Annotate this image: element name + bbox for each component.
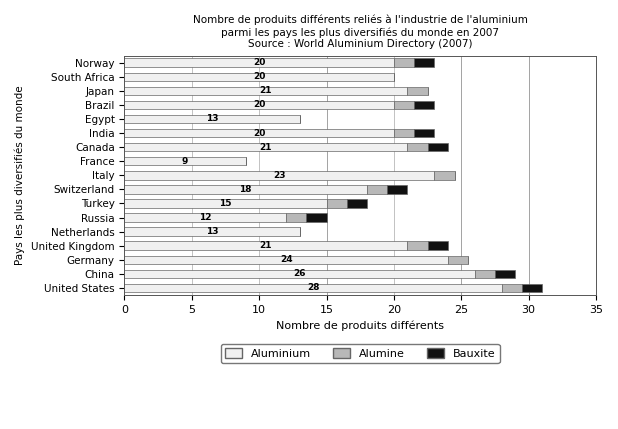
Title: Nombre de produits différents reliés à l'industrie de l'aluminium
parmi les pays: Nombre de produits différents reliés à l… bbox=[193, 15, 528, 49]
Bar bbox=[407, 143, 428, 151]
Text: 21: 21 bbox=[260, 143, 272, 152]
Bar bbox=[124, 87, 407, 95]
Bar bbox=[124, 101, 394, 109]
Text: 13: 13 bbox=[206, 227, 218, 236]
Bar bbox=[394, 101, 414, 109]
Bar bbox=[124, 284, 502, 292]
Bar bbox=[502, 284, 522, 292]
Text: 13: 13 bbox=[206, 115, 218, 124]
Y-axis label: Pays les plus diversifiés du monde: Pays les plus diversifiés du monde bbox=[15, 85, 25, 265]
Bar bbox=[428, 242, 448, 250]
Bar bbox=[124, 199, 326, 208]
Bar bbox=[124, 157, 246, 166]
Bar bbox=[367, 185, 387, 193]
Bar bbox=[124, 115, 300, 123]
Bar bbox=[394, 58, 414, 67]
Bar bbox=[387, 185, 407, 193]
Bar bbox=[124, 143, 407, 151]
Text: 21: 21 bbox=[260, 86, 272, 95]
Text: 20: 20 bbox=[253, 100, 265, 109]
Bar bbox=[307, 213, 326, 222]
Text: 28: 28 bbox=[307, 284, 320, 293]
Bar bbox=[326, 199, 347, 208]
Bar bbox=[286, 213, 307, 222]
Bar bbox=[124, 185, 367, 193]
Bar bbox=[394, 129, 414, 137]
Text: 12: 12 bbox=[199, 213, 211, 222]
Text: 9: 9 bbox=[182, 157, 188, 166]
Text: 23: 23 bbox=[273, 171, 286, 180]
Bar bbox=[522, 284, 542, 292]
Bar bbox=[124, 242, 407, 250]
Bar bbox=[414, 101, 434, 109]
Bar bbox=[434, 171, 454, 180]
Text: 21: 21 bbox=[260, 241, 272, 250]
Bar bbox=[407, 87, 428, 95]
Bar bbox=[414, 58, 434, 67]
Text: 24: 24 bbox=[280, 255, 292, 264]
Text: 20: 20 bbox=[253, 72, 265, 81]
Bar bbox=[448, 256, 468, 264]
Bar bbox=[124, 58, 394, 67]
Legend: Aluminium, Alumine, Bauxite: Aluminium, Alumine, Bauxite bbox=[221, 344, 499, 363]
Bar bbox=[495, 270, 515, 278]
Bar bbox=[124, 213, 286, 222]
Bar bbox=[124, 73, 394, 81]
Bar bbox=[407, 242, 428, 250]
Bar bbox=[475, 270, 495, 278]
Bar bbox=[124, 129, 394, 137]
Text: 26: 26 bbox=[294, 269, 306, 278]
Bar bbox=[428, 143, 448, 151]
Bar bbox=[124, 256, 448, 264]
Bar bbox=[124, 227, 300, 236]
Text: 18: 18 bbox=[239, 185, 252, 194]
X-axis label: Nombre de produits différents: Nombre de produits différents bbox=[276, 320, 444, 331]
Text: 15: 15 bbox=[219, 199, 232, 208]
Bar bbox=[414, 129, 434, 137]
Bar bbox=[124, 270, 475, 278]
Text: 20: 20 bbox=[253, 129, 265, 138]
Bar bbox=[124, 171, 434, 180]
Text: 20: 20 bbox=[253, 58, 265, 67]
Bar bbox=[347, 199, 367, 208]
